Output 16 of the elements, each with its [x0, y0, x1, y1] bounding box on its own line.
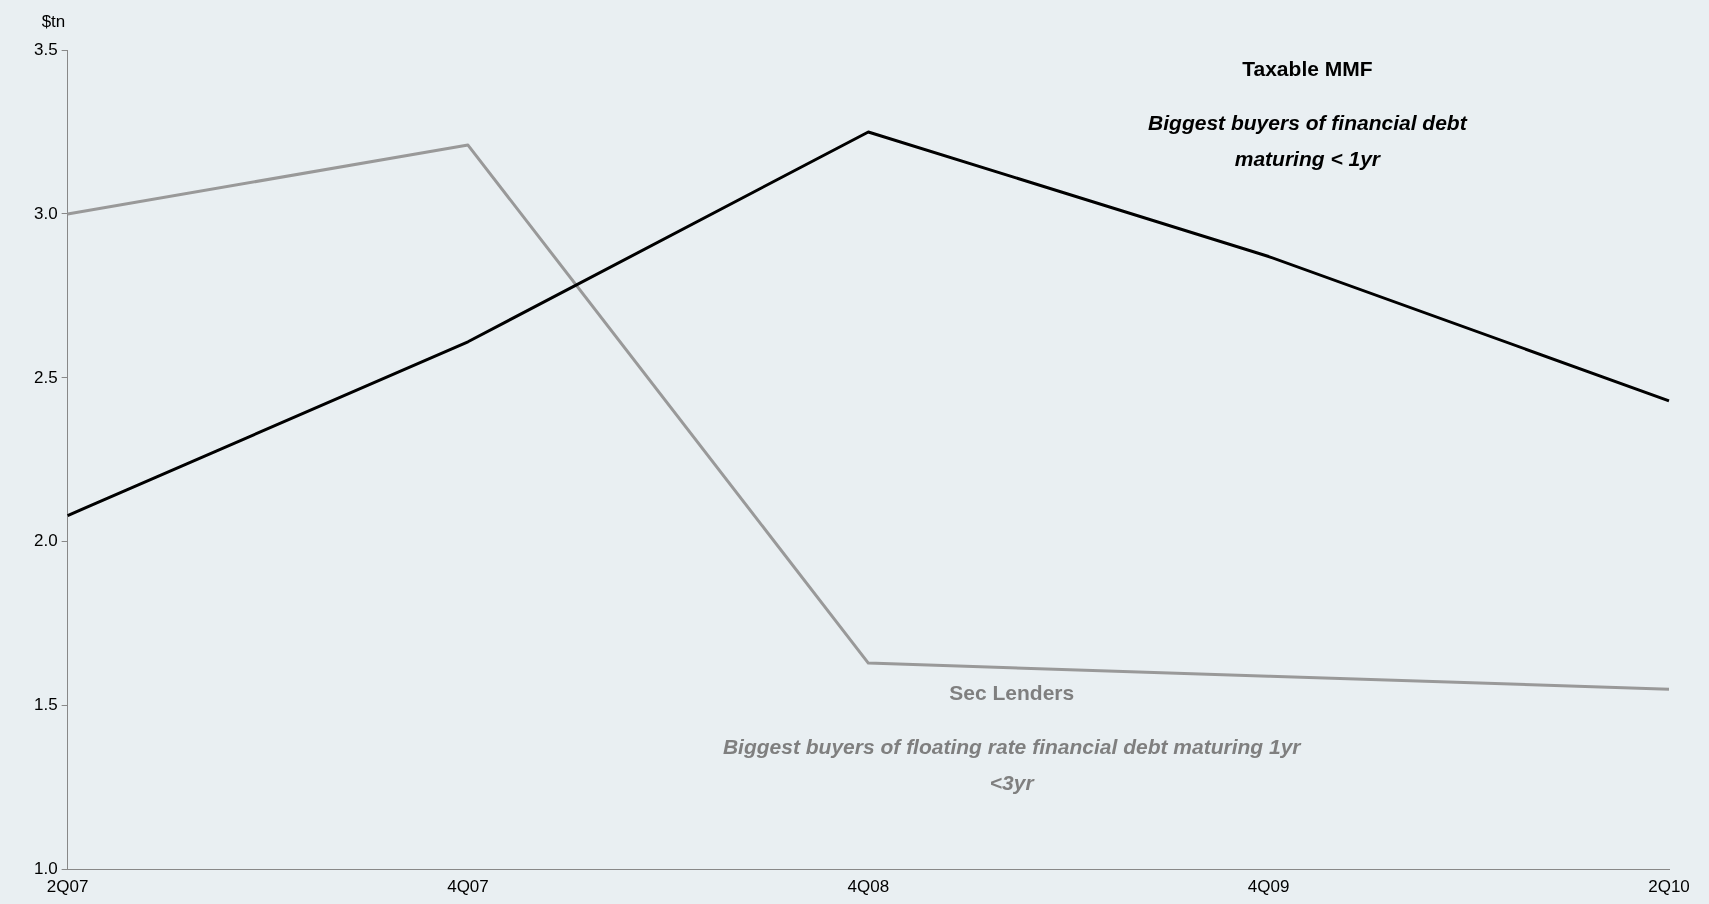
- y-tick-label: 2.5: [33, 367, 58, 387]
- y-tick-label: 1.5: [33, 695, 58, 715]
- series-label: Sec Lenders: [949, 681, 1075, 705]
- y-tick-label: 1.0: [33, 859, 58, 879]
- annotation: Biggest buyers of floating rate financial debt maturing 1yr <3yr: [722, 735, 1303, 795]
- annotation: Biggest buyers of financial debt maturing < 1yr: [1148, 111, 1468, 171]
- y-tick-label: 3.5: [33, 39, 58, 59]
- y-tick-label: 2.0: [33, 531, 58, 551]
- x-tick-label: 2Q07: [46, 877, 89, 897]
- y-tick-label: 3.0: [33, 203, 58, 223]
- x-tick-label: 4Q07: [447, 877, 489, 897]
- x-tick-label: 4Q09: [1247, 877, 1290, 897]
- x-tick-label: 4Q08: [847, 877, 890, 897]
- text: Taxable MMF: [1242, 57, 1373, 81]
- y-axis-title: $tn: [41, 11, 66, 31]
- x-tick-label: 2Q10: [1648, 877, 1690, 897]
